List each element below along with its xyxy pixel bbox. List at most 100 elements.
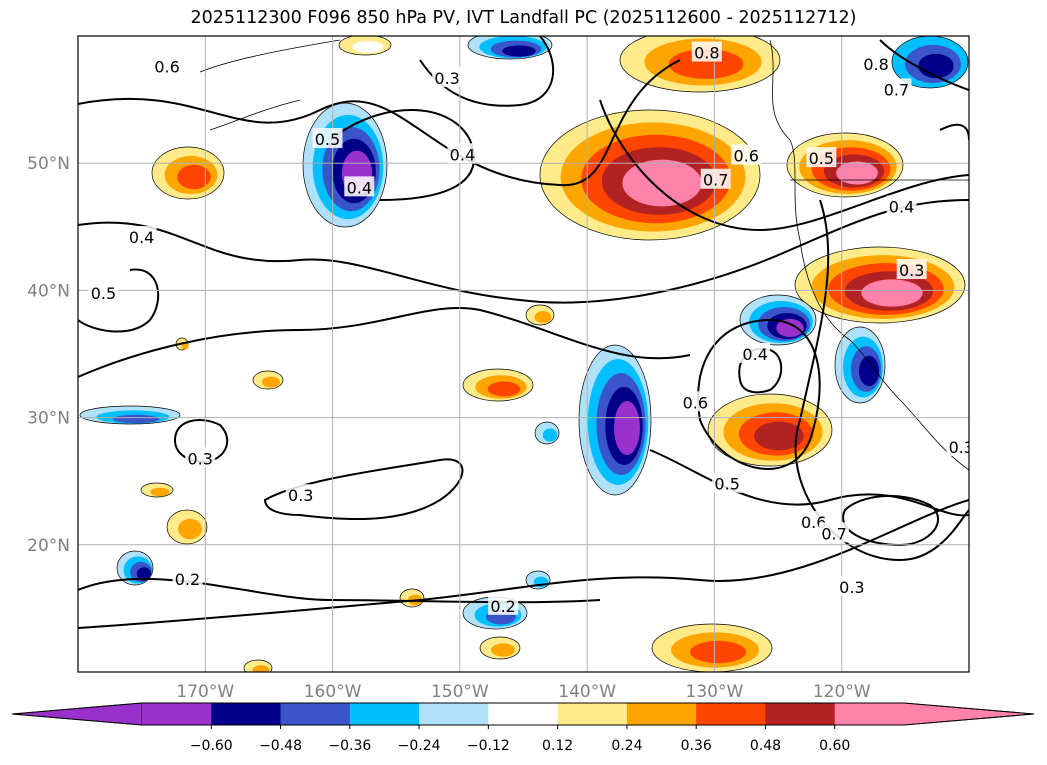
colorbar-tick-label: −0.48 [259,738,302,754]
shaded-region [479,636,521,660]
colorbar-tick-label: −0.36 [328,738,371,754]
shaded-level-1 [252,665,270,672]
pv-contour [78,577,601,604]
contour-label: 0.4 [129,228,154,247]
shaded-level-3 [502,45,536,57]
pv-contour [78,499,969,629]
shaded-region [166,509,208,545]
contour-label: 0.5 [809,149,834,168]
contour-label-bg [881,78,912,99]
contour-label-bg [946,435,969,456]
contour-label-bg [712,472,743,493]
pv-contour [794,199,969,562]
x-tick-label: 160°W [304,682,362,702]
shaded-region [578,344,652,496]
contour-label: 0.4 [347,178,372,197]
contour-label: 0.8 [694,44,719,63]
colorbar-over-extension [903,702,1035,726]
pv-contour [78,306,691,378]
pv-contour [263,458,464,521]
shaded-level-4 [776,319,804,337]
shaded-level-2 [918,53,954,79]
shaded-region [243,659,273,672]
shaded-region [534,421,560,445]
colorbar-outline [11,702,1035,726]
contour-label: 0.2 [490,597,515,616]
colorbar-segment [419,703,489,725]
shaded-region [794,246,966,324]
x-tick-label: 140°W [558,682,616,702]
shaded-level-1 [262,376,280,388]
colorbar-segment [142,703,212,725]
map-plot-area: 0.6 0.3 0.8 0.8 0.7 0.5 0.4 0.4 0.6 0.5 0.7 0.4 0.4 0… [78,36,969,672]
colorbar-segment [834,703,905,725]
colorbar-tick-label: −0.24 [398,738,441,754]
pv-contour [78,268,160,333]
shaded-region [399,588,425,608]
shaded-region [151,146,225,200]
contour-label-bg [172,568,203,589]
contour-label-bg [896,259,927,280]
contour-label: 0.5 [714,475,739,494]
contour-label: 0.6 [154,58,179,77]
shaded-level-2 [177,164,211,190]
contour-label-bg [285,484,316,505]
shaded-level-2 [487,381,521,397]
map-background [78,36,969,672]
shaded-region [525,304,555,326]
shaded-region [252,370,284,390]
contour-label: 0.5 [315,130,340,149]
contour-label: 0.6 [734,147,759,166]
pv-contour [842,494,940,547]
shaded-level-1 [178,518,202,540]
shaded-level-1 [150,487,170,497]
contour-label-bg [861,52,892,73]
contour-label-bg [700,168,731,189]
shaded-region [467,36,553,60]
contour-label: 0.7 [821,524,846,543]
contour-label-bg [152,55,183,76]
shaded-level-3 [754,421,804,451]
shaded-region [619,36,781,93]
colorbar-segment [557,703,628,725]
shaded-region [302,102,388,228]
shaded-level-1 [181,342,189,350]
coastline [769,39,969,471]
contour-label-bg [836,575,867,596]
pv-contour [329,109,475,201]
colorbar: −0.60 −0.48 −0.36 −0.24 −0.12 0.12 0.24 0.36 0.4… [11,702,1035,754]
chart-title: 2025112300 F096 850 hPa PV, IVT Landfall… [190,8,857,28]
contour-label: 0.7 [884,80,909,99]
contour-label: 0.7 [703,171,728,190]
shaded-region [338,36,392,56]
shaded-level-4 [622,159,702,207]
contour-label-bg [447,143,478,164]
contour-label-bg [886,195,917,216]
contour-label: 0.4 [889,197,914,216]
colorbar-tick-label: −0.60 [190,738,233,754]
y-tick-label: 20°N [27,536,70,556]
shaded-level-4 [836,161,878,185]
contour-label-bg [691,41,722,62]
pv-contour [173,419,229,464]
coastline [209,99,301,131]
x-tick-label: 130°W [686,682,744,702]
shaded-level-4 [861,279,923,307]
contour-label-bg [185,447,216,468]
shaded-region [462,368,534,402]
colorbar-tick-label: 0.36 [681,738,712,754]
shaded-level-1 [352,41,384,53]
contour-label: 0.3 [434,69,459,88]
contour-label: 0.5 [91,284,116,303]
contour-label: 0.6 [683,393,708,412]
y-tick-label: 40°N [27,281,70,301]
shaded-level-1 [542,428,558,442]
contour-label-bg [126,225,157,246]
x-tick-label: 170°W [176,682,234,702]
shaded-region [79,405,181,425]
x-tick-label: 120°W [813,682,871,702]
contour-label: 0.4 [742,345,767,364]
shaded-region [539,109,761,241]
contour-label: 0.3 [288,486,313,505]
